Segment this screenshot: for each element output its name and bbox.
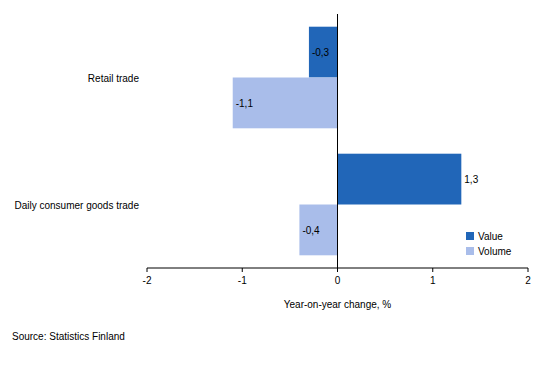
bar [309, 27, 338, 78]
x-axis-label: Year-on-year change, % [284, 299, 392, 310]
data-labels: -0,3 1,3 -1,1 -0,4 [236, 47, 479, 236]
tick [242, 268, 243, 272]
legend: Value Volume [466, 231, 512, 257]
bar [299, 205, 337, 256]
tick-label: -1 [238, 275, 247, 286]
legend-swatch [466, 247, 474, 255]
data-label: -1,1 [236, 98, 254, 109]
legend-label: Volume [478, 246, 512, 257]
legend-label: Value [478, 231, 503, 242]
tick-label: 1 [430, 275, 436, 286]
data-label: -0,3 [312, 47, 330, 58]
data-label: -0,4 [302, 225, 320, 236]
zero-line [337, 14, 338, 268]
data-label: 1,3 [464, 174, 478, 185]
tick [528, 268, 529, 272]
bar [233, 78, 338, 129]
tick-label: -2 [143, 275, 152, 286]
category-label: Retail trade [88, 73, 140, 84]
tick-label: 2 [525, 275, 531, 286]
tick [432, 268, 433, 272]
source: Source: Statistics Finland [12, 331, 125, 342]
tick [147, 268, 148, 272]
bar [338, 154, 462, 205]
legend-swatch [466, 232, 474, 240]
category-label: Daily consumer goods trade [14, 200, 139, 211]
bars [233, 27, 462, 256]
chart: -0,3 1,3 -1,1 -0,4 -2 -1 0 1 2 Retail trade Daily … [0, 0, 541, 365]
tick [337, 268, 338, 272]
tick-label: 0 [335, 275, 341, 286]
